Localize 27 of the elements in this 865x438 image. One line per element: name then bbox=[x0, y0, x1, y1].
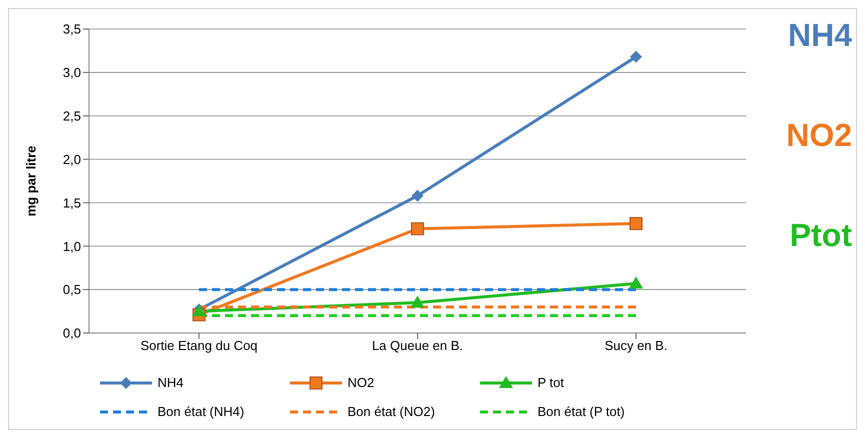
y-tick-label: 0,5 bbox=[62, 282, 81, 298]
y-tick-label: 1,5 bbox=[62, 195, 81, 210]
x-tick-label: La Queue en B. bbox=[372, 338, 464, 354]
text: NH4 bbox=[788, 17, 852, 54]
y-tick-label: 3,5 bbox=[62, 22, 81, 37]
y-tick-label: 3,0 bbox=[62, 65, 81, 80]
y-tick-label: 2,0 bbox=[62, 152, 81, 167]
y-tick-label: 2,5 bbox=[62, 108, 81, 124]
point bbox=[630, 217, 642, 230]
point bbox=[411, 222, 424, 236]
legend-label: NO2 bbox=[348, 375, 374, 390]
text: NO2 bbox=[786, 117, 852, 154]
legend-label: Bon état (NH4) bbox=[158, 404, 244, 419]
y-tick-label: 1,0 bbox=[62, 238, 81, 254]
point bbox=[629, 276, 643, 288]
legend-label: Bon état (P tot) bbox=[538, 404, 625, 419]
legend-label: Bon état (NO2) bbox=[348, 404, 435, 419]
point bbox=[412, 190, 424, 202]
x-tick-label: Sucy en B. bbox=[604, 338, 668, 354]
y-tick-label: 0,0 bbox=[62, 326, 81, 341]
x-tick-label: Sortie Etang du Coq bbox=[140, 338, 258, 354]
point bbox=[630, 50, 642, 63]
legend-label: NH4 bbox=[158, 375, 184, 390]
text: Ptot bbox=[790, 217, 852, 254]
point bbox=[410, 296, 424, 308]
y-axis-title: mg par litre bbox=[24, 146, 39, 216]
legend-label: P tot bbox=[538, 375, 564, 390]
